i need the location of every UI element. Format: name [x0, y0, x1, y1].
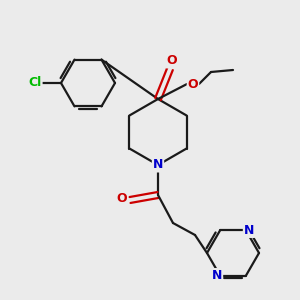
Text: N: N [212, 269, 222, 282]
Text: O: O [167, 55, 177, 68]
Text: O: O [117, 193, 127, 206]
Text: N: N [153, 158, 163, 172]
Text: Cl: Cl [28, 76, 42, 89]
Text: O: O [188, 77, 198, 91]
Text: N: N [244, 224, 254, 237]
